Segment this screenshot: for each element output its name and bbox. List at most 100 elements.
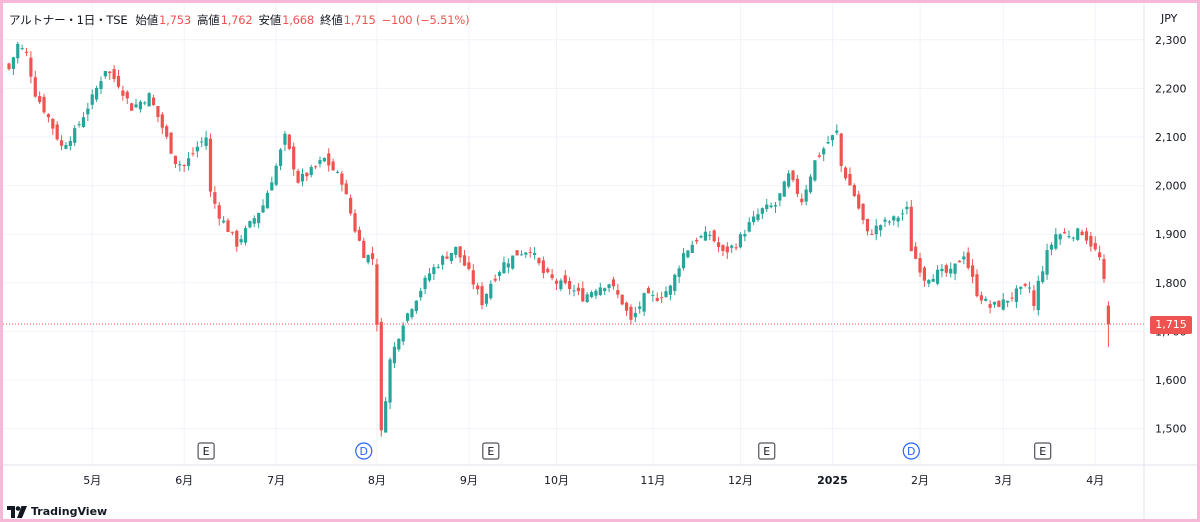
candle-body [730, 245, 734, 248]
candle-body [7, 63, 11, 70]
candle-body [554, 280, 559, 284]
candle-body [848, 173, 852, 186]
time-tick-label: 8月 [368, 474, 386, 487]
candle-body [11, 57, 15, 69]
candle-body [857, 194, 861, 209]
candle-body [160, 114, 164, 128]
candle-body [787, 173, 791, 187]
earnings-marker[interactable]: E [1034, 442, 1052, 460]
candle-body [879, 225, 883, 231]
high-label: 高値 [196, 13, 220, 27]
candle-body [410, 309, 414, 318]
candle-body [524, 252, 528, 255]
symbol-name[interactable]: アルトナー・1日・TSE [9, 13, 128, 27]
earnings-marker-shape [197, 442, 215, 460]
candle-body [576, 287, 580, 292]
candle-body [353, 213, 357, 232]
candle-body [173, 155, 178, 165]
earnings-marker[interactable]: E [197, 442, 215, 460]
candle-body [988, 304, 992, 308]
candle-body [458, 246, 462, 258]
dividend-marker-label: D [907, 445, 915, 458]
candle-body [800, 198, 804, 203]
candle-body [922, 267, 927, 281]
candle-body [892, 216, 896, 221]
candle-body [1049, 244, 1054, 250]
candle-body [519, 254, 524, 256]
dividend-marker-shape [355, 442, 373, 460]
candle-body [81, 117, 86, 127]
candle-body [204, 137, 208, 147]
low-value: 1,668 [282, 13, 315, 27]
candle-body [896, 217, 900, 222]
candle-body [949, 268, 953, 274]
candle-body [108, 71, 112, 74]
earnings-marker-label: E [203, 445, 210, 458]
candle-body [839, 133, 843, 166]
candle-body [392, 346, 397, 364]
candle-body [349, 197, 353, 214]
earnings-marker[interactable]: E [758, 442, 776, 460]
candle-body [493, 278, 497, 281]
candle-body [1080, 231, 1084, 236]
candle-body [642, 293, 646, 312]
candle-body [86, 108, 90, 115]
candle-body [274, 165, 278, 185]
candle-body [1045, 250, 1049, 275]
candle-body [638, 306, 642, 309]
candle-body [620, 294, 624, 305]
candle-body [533, 252, 537, 255]
candle-body [668, 285, 672, 295]
dividend-marker[interactable]: D [902, 442, 920, 460]
candle-body [130, 103, 134, 111]
candle-body [20, 48, 24, 50]
candle-body [773, 205, 778, 207]
candle-body [239, 239, 243, 243]
candle-body [563, 275, 567, 284]
candle-body [112, 69, 116, 80]
time-tick-label: 7月 [267, 474, 285, 487]
candle-body [1014, 288, 1018, 302]
candle-body [265, 192, 270, 209]
dividend-marker[interactable]: D [355, 442, 373, 460]
candle-body [734, 247, 738, 249]
price-axis: 1,5001,6001,7001,8001,9002,0002,1002,200… [1155, 34, 1187, 436]
candle-body [296, 170, 300, 183]
candle-body [467, 262, 471, 270]
candle-body [690, 244, 694, 254]
candle-body [125, 91, 129, 99]
candle-body [594, 290, 598, 296]
earnings-marker[interactable]: E [482, 442, 500, 460]
candle-body [419, 290, 423, 298]
candle-body [414, 300, 418, 311]
candle-body [1023, 283, 1027, 286]
candle-body [861, 203, 865, 220]
candle-body [966, 252, 970, 268]
candle-body [489, 283, 493, 299]
currency-label[interactable]: JPY [1161, 12, 1178, 25]
earnings-marker-shape [758, 442, 776, 460]
candle-body [480, 286, 484, 306]
tradingview-logo[interactable]: TradingView [7, 505, 107, 518]
candle-body [401, 325, 405, 342]
candle-body [865, 218, 870, 232]
candle-body [914, 246, 918, 259]
earnings-marker-label: E [1039, 445, 1046, 458]
candle-body [331, 161, 335, 171]
candlestick-chart[interactable]: 1,5001,6001,7001,8001,9002,0002,1002,200… [3, 3, 1197, 519]
candle-body [370, 253, 375, 260]
candle-body [721, 245, 725, 252]
dividend-marker-shape [902, 442, 920, 460]
candle-body [1019, 286, 1023, 289]
candle-body [546, 268, 550, 273]
candle-body [432, 267, 436, 275]
candle-body [813, 160, 817, 181]
candle-body [699, 236, 703, 238]
candle-body [598, 287, 602, 295]
candle-body [423, 277, 427, 290]
candle-body [651, 294, 655, 296]
candle-body [830, 135, 835, 141]
time-tick-label: 10月 [544, 474, 569, 487]
candle-body [506, 263, 510, 268]
